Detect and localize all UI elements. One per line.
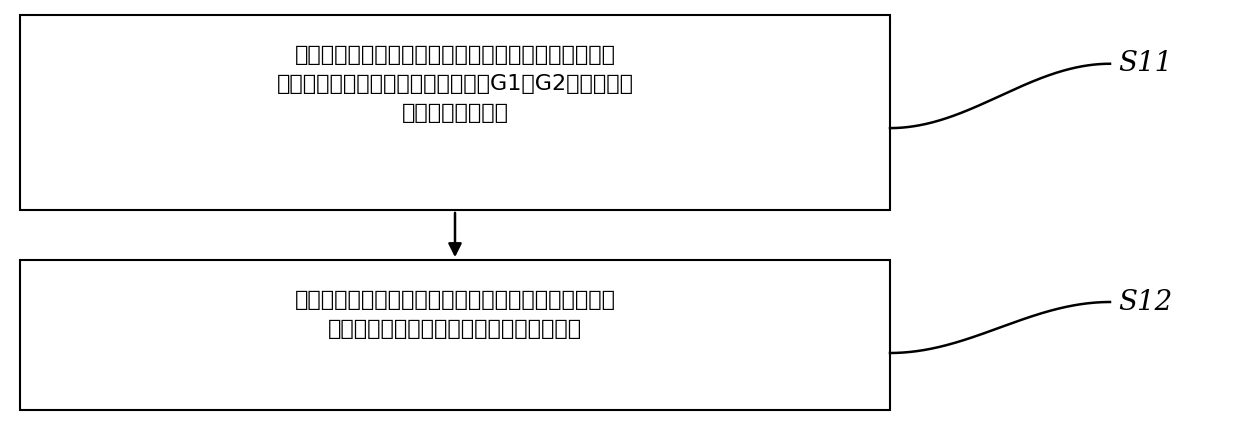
Bar (20, 260, 890, 410)
Text: S11: S11 (1118, 50, 1172, 77)
Text: 阈值，如果不是，则调节多光谱成像系统。: 阈值，如果不是，则调节多光谱成像系统。 (327, 319, 582, 339)
Text: 判断所述灰度均值差和所述灰度均方根是否均小于预定: 判断所述灰度均值差和所述灰度均方根是否均小于预定 (295, 290, 615, 310)
Bar (20, 15, 890, 210)
Text: S12: S12 (1118, 289, 1172, 316)
Text: 板分别在所述各个预定波长处的图像G1和G2的灰度均值: 板分别在所述各个预定波长处的图像G1和G2的灰度均值 (277, 74, 634, 94)
Text: 差和灰度均方根；: 差和灰度均方根； (402, 103, 508, 123)
Text: 计算相机采集标准参考白板与初始建模时的标准参考白: 计算相机采集标准参考白板与初始建模时的标准参考白 (295, 45, 615, 65)
